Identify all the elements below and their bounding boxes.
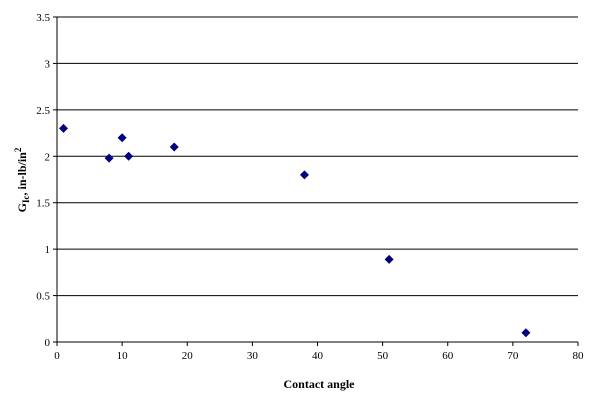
data-point bbox=[169, 142, 179, 152]
data-point bbox=[117, 133, 127, 143]
y-tick-label: 2.5 bbox=[36, 105, 50, 117]
x-tick-label: 0 bbox=[54, 350, 60, 362]
y-tick-label: 1.5 bbox=[36, 198, 50, 210]
x-tick-label: 40 bbox=[312, 350, 324, 362]
x-tick-label: 50 bbox=[377, 350, 389, 362]
data-point bbox=[299, 170, 309, 180]
y-tick-label: 0.5 bbox=[36, 291, 50, 303]
x-tick-label: 80 bbox=[573, 350, 585, 362]
y-tick-label: 0 bbox=[45, 337, 51, 349]
x-tick-label: 20 bbox=[182, 350, 194, 362]
x-tick-label: 10 bbox=[117, 350, 129, 362]
y-tick-label: 3 bbox=[45, 58, 51, 70]
y-tick-label: 2 bbox=[45, 151, 51, 163]
y-tick-label: 1 bbox=[45, 244, 51, 256]
grid-lines bbox=[57, 16, 578, 297]
x-tick-label: 60 bbox=[442, 350, 454, 362]
y-axis-title-subscript: Ic bbox=[21, 196, 31, 204]
data-point bbox=[384, 254, 394, 264]
x-axis-title: Contact angle bbox=[284, 377, 356, 391]
axes bbox=[53, 16, 579, 346]
y-axis-title: GIc, in-lb/in2 bbox=[13, 147, 31, 212]
x-tick-label: 30 bbox=[247, 350, 259, 362]
tick-labels: 0 0.5 1 1.5 2 2.5 3 3.5 0 10 20 30 40 50 60 70 80 bbox=[36, 12, 584, 362]
data-points bbox=[59, 123, 531, 338]
y-tick-label: 3.5 bbox=[36, 12, 50, 24]
data-point bbox=[59, 123, 69, 133]
data-point bbox=[104, 153, 114, 163]
x-tick-label: 70 bbox=[507, 350, 519, 362]
y-axis-title-prefix: G bbox=[15, 203, 29, 212]
data-point bbox=[521, 328, 531, 338]
data-point bbox=[124, 151, 134, 161]
y-axis-title-middle: , in-lb/in bbox=[15, 152, 29, 196]
y-axis-title-superscript: 2 bbox=[13, 147, 23, 152]
